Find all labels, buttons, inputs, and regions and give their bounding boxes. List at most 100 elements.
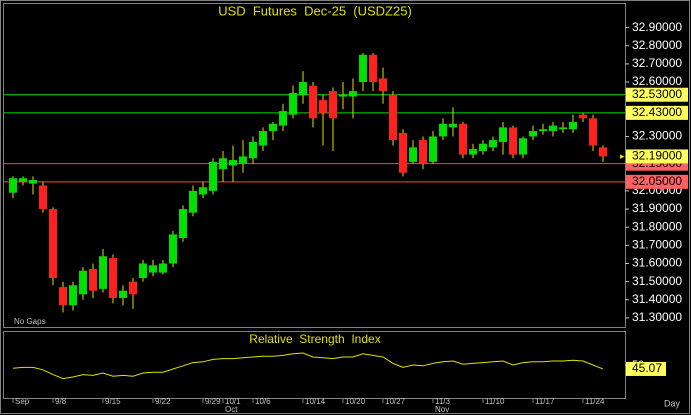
candle-body xyxy=(389,94,397,141)
candle-body xyxy=(539,129,547,132)
candle-body xyxy=(299,82,307,95)
candle-body xyxy=(149,265,157,273)
y-tick-label: 31.90000 xyxy=(632,201,682,215)
candle-body xyxy=(179,209,187,239)
candle-body xyxy=(29,180,37,184)
y-tick-label: 31.60000 xyxy=(632,256,682,270)
y-tick-label: 31.30000 xyxy=(632,310,682,324)
candle-body xyxy=(129,281,137,295)
last-label: 32.19000 xyxy=(632,149,682,163)
candle-body xyxy=(409,147,417,162)
candle-body xyxy=(369,54,377,83)
y-tick-label: 32.70000 xyxy=(632,56,682,70)
candle-body xyxy=(499,127,507,142)
candle-body xyxy=(119,290,127,298)
indicator-last-label: 45.07 xyxy=(632,361,662,375)
x-tick-label: 10/14 xyxy=(305,397,326,406)
candle-body xyxy=(159,263,167,273)
candle-body xyxy=(49,209,57,279)
y-tick-label: 31.70000 xyxy=(632,238,682,252)
candle-body xyxy=(79,270,87,295)
level-label: 32.05000 xyxy=(632,174,682,188)
candle-body xyxy=(449,123,457,128)
candle-body xyxy=(309,85,317,119)
level-label-box xyxy=(626,105,688,120)
candle-body xyxy=(479,143,487,151)
level-label-box xyxy=(626,87,688,102)
candle-body xyxy=(219,158,227,170)
candle-body xyxy=(349,91,357,97)
x-tick-label: 11/24 xyxy=(585,397,605,406)
candle-body xyxy=(339,94,347,97)
x-tick-label: 11/3 xyxy=(435,397,451,406)
candle-body xyxy=(509,127,517,155)
candle-body xyxy=(579,114,587,119)
candle-body xyxy=(379,78,387,92)
candle-body xyxy=(419,140,427,164)
y-tick-label: 32.80000 xyxy=(632,38,682,52)
candle-body xyxy=(59,287,67,306)
candle-body xyxy=(229,160,237,166)
x-tick-label: 9/8 xyxy=(55,397,67,406)
chart-title: USD Futures Dec-25 (USDZ25) xyxy=(218,3,412,18)
last-label-box xyxy=(626,149,688,164)
candle-body xyxy=(519,138,527,155)
price-panel xyxy=(3,3,626,328)
x-tick-label: 11/10 xyxy=(485,397,505,406)
candle-body xyxy=(429,136,437,162)
candle-body xyxy=(469,149,477,155)
candle-body xyxy=(289,92,297,115)
candle-body xyxy=(529,131,537,137)
y-tick-label: 31.80000 xyxy=(632,219,682,233)
x-tick-label: 10/1 xyxy=(225,397,241,406)
candle-body xyxy=(249,141,257,159)
level-label: 32.53000 xyxy=(632,87,682,101)
x-tick-label: 11/17 xyxy=(535,397,555,406)
x-tick-label: 10/6 xyxy=(255,397,271,406)
candle-body xyxy=(139,263,147,279)
x-tick-label: 10/20 xyxy=(345,397,366,406)
candle-body xyxy=(439,123,447,137)
candle-body xyxy=(9,178,17,193)
candle-body xyxy=(239,156,247,164)
indicator-line xyxy=(12,352,604,380)
x-tick-label: 9/15 xyxy=(105,397,121,406)
x-tick-label: 10/27 xyxy=(385,397,406,406)
candle-body xyxy=(189,190,197,213)
candle-body xyxy=(489,140,497,148)
level-label-box xyxy=(626,174,688,189)
candle-body xyxy=(269,123,277,132)
candle-body xyxy=(319,100,327,113)
candle-body xyxy=(209,161,217,191)
candle-body xyxy=(19,178,27,182)
y-tick-label: 32.30000 xyxy=(632,129,682,143)
y-tick-label: 32.60000 xyxy=(632,74,682,88)
candle-body xyxy=(89,268,97,291)
candle-body xyxy=(549,125,557,132)
candle-body xyxy=(99,256,107,289)
candle-body xyxy=(589,118,597,146)
y-tick-label: 32.90000 xyxy=(632,20,682,34)
y-tick-label: 31.40000 xyxy=(632,292,682,306)
candle-body xyxy=(169,234,177,264)
candle-body xyxy=(199,187,207,195)
candle-body xyxy=(359,54,367,83)
note: No Gaps xyxy=(14,317,46,326)
x-tick-label: Sep xyxy=(15,397,30,406)
candle-body xyxy=(69,285,77,306)
candle-body xyxy=(559,127,567,130)
candle-body xyxy=(329,91,337,119)
candle-body xyxy=(259,131,267,146)
indicator-title: Relative Strength Index xyxy=(249,332,380,346)
candle-body xyxy=(279,111,287,126)
candle-body xyxy=(599,147,607,157)
last-arrow: ▸ xyxy=(620,151,625,161)
month-label: Nov xyxy=(435,405,449,414)
candle-body xyxy=(109,258,117,298)
candle-body xyxy=(399,132,407,173)
x-tick-label: 9/29 xyxy=(205,397,221,406)
period-label: Day xyxy=(664,398,681,408)
